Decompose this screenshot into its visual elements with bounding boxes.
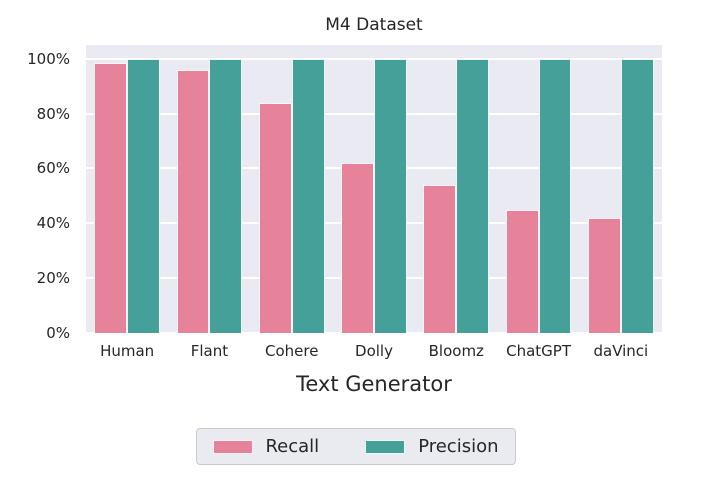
x-tick-label-bloomz: Bloomz [428,342,484,360]
bar-precision-chatgpt [538,58,572,333]
x-tick-label-cohere: Cohere [264,342,319,360]
x-tick-label-human: Human [100,342,155,360]
bar-recall-human [94,62,128,333]
y-tick-label-40%: 40% [36,214,70,233]
legend-label-recall: Recall [265,436,320,457]
x-tick-label-chatgpt: ChatGPT [506,342,572,360]
gridline-0% [86,332,662,334]
x-tick-label-davinci: daVinci [593,342,649,360]
bar-recall-chatgpt [505,209,539,333]
y-tick-label-20%: 20% [36,269,70,288]
legend-item-precision: Precision [365,436,499,457]
y-tick-label-100%: 100% [27,49,70,68]
legend-swatch-precision [365,439,406,454]
chart-title: M4 Dataset [325,15,423,35]
legend-label-precision: Precision [418,436,499,457]
bar-recall-davinci [587,217,621,333]
bar-recall-cohere [258,102,292,333]
bar-precision-davinci [620,58,654,333]
bar-precision-flant [209,58,243,333]
x-tick-label-flant: Flant [190,342,229,360]
bar-recall-dolly [341,162,374,333]
y-axis-ticks: 0% 20% 40% 60% 80% 100% [0,45,70,342]
plot-area [86,45,662,334]
x-tick-label-dolly: Dolly [355,342,393,360]
bar-recall-flant [176,69,210,333]
bar-recall-bloomz [423,184,457,333]
y-tick-label-80%: 80% [36,104,70,123]
bar-precision-dolly [374,58,407,333]
bar-precision-bloomz [456,58,490,333]
y-tick-label-0%: 0% [46,324,70,342]
x-axis-label: Text Generator [296,372,452,396]
bar-precision-human [127,58,161,333]
legend: Recall Precision [195,428,516,465]
y-tick-label-60%: 60% [36,159,70,178]
legend-swatch-recall [212,439,253,454]
legend-item-recall: Recall [212,436,319,457]
bar-precision-cohere [291,58,325,333]
x-axis-ticks: Human Flant Cohere Dolly Bloomz ChatGPT daVinc… [86,342,662,364]
